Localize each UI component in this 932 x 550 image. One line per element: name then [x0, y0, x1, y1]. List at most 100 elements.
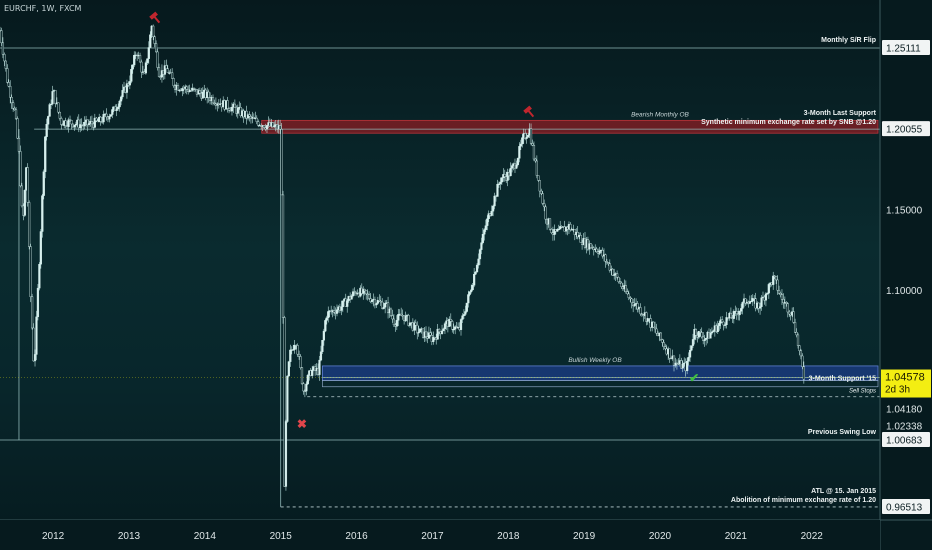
candle-body: [700, 332, 703, 338]
candle-body: [305, 383, 308, 392]
candle-body: [681, 363, 684, 369]
candle-body: [492, 205, 495, 212]
candle-body: [462, 314, 466, 316]
candle-body: [60, 118, 63, 125]
candle-body: [13, 108, 16, 111]
candle-body: [29, 246, 32, 297]
candle-body: [448, 318, 451, 327]
candle-body: [477, 258, 480, 266]
candle-body: [718, 323, 721, 327]
candle-body: [48, 104, 51, 117]
candle-body: [306, 375, 309, 385]
candle-body: [318, 359, 321, 375]
candle-body: [45, 124, 48, 137]
candle-body: [705, 338, 708, 340]
candle-body: [686, 360, 689, 372]
candle-body: [233, 103, 236, 108]
candle-body: [370, 299, 374, 302]
candle-body: [302, 383, 305, 392]
candle-body: [87, 123, 91, 126]
candle-body: [325, 317, 328, 321]
price-label: 1.04180: [886, 405, 923, 416]
candle-body: [541, 193, 544, 204]
time-axis-panel: [0, 520, 880, 550]
candle-body: [432, 337, 435, 342]
candle-body: [363, 289, 366, 292]
candle-body: [509, 168, 512, 177]
candle-body: [751, 298, 754, 302]
x-tick-label: 2013: [118, 531, 141, 542]
candle-body: [341, 300, 344, 308]
candle-body: [750, 300, 753, 303]
top-marker-icon: [523, 105, 535, 118]
candle-body: [699, 331, 702, 333]
candle-body: [607, 262, 610, 264]
candle-body: [140, 61, 143, 73]
candle-body: [144, 62, 147, 74]
candle-body: [353, 291, 356, 293]
candle-body: [802, 366, 805, 380]
candle-body: [735, 311, 738, 314]
candle-body: [287, 361, 290, 377]
candle-body: [227, 108, 231, 111]
candle-body: [392, 318, 395, 326]
candle-body: [41, 195, 44, 232]
candle-body: [149, 34, 152, 48]
candle-body: [407, 315, 410, 326]
candle-body: [299, 356, 302, 368]
candle-body: [703, 339, 706, 341]
candle-body: [481, 234, 484, 243]
candle-body: [470, 289, 473, 292]
candle-body: [525, 137, 528, 139]
candle-body: [86, 119, 89, 126]
candle-body: [7, 82, 10, 87]
candle-body: [119, 96, 123, 102]
candle-body: [163, 65, 166, 75]
candle-body: [16, 118, 19, 139]
candle-body: [176, 85, 180, 91]
candle-body: [115, 108, 118, 111]
zone-bearish: [261, 119, 879, 134]
candle-body: [39, 231, 42, 265]
candle-body: [138, 54, 142, 63]
candle-body: [12, 102, 15, 109]
candle-body: [74, 123, 77, 126]
candle-body: [3, 54, 6, 62]
candle-body: [226, 100, 229, 109]
top-marker-icon: [149, 11, 161, 24]
candle-body: [293, 345, 296, 350]
candle-body: [35, 316, 38, 355]
candle-body: [741, 302, 744, 309]
candle-body: [716, 325, 719, 332]
price-label-box: [882, 498, 930, 514]
candle-body: [776, 279, 779, 291]
candle-body: [467, 294, 470, 304]
candle-body: [171, 72, 174, 79]
candle-body: [279, 125, 282, 130]
level-label: Abolition of minimum exchange rate of 1.…: [731, 497, 876, 504]
price-label-box: [882, 39, 930, 55]
candle-body: [70, 120, 73, 125]
candle-body: [319, 351, 323, 361]
candle-body: [296, 345, 299, 355]
candle-body: [604, 254, 607, 262]
candle-body: [373, 299, 377, 306]
candle-body: [105, 113, 108, 118]
candle-body: [553, 229, 556, 235]
price-label: 1.02338: [886, 422, 923, 433]
candle-body: [213, 102, 216, 104]
candles-layer: [0, 24, 805, 491]
candle-body: [620, 282, 623, 287]
zone-bullish: [322, 365, 879, 381]
candle-body: [108, 116, 111, 120]
candle-body: [172, 78, 175, 86]
candle-body: [449, 318, 452, 322]
candle-body: [636, 303, 639, 310]
candle-body: [630, 298, 633, 303]
candle-body: [697, 331, 700, 338]
candle-body: [0, 30, 3, 44]
candle-body: [688, 350, 692, 358]
candle-body: [111, 109, 114, 115]
candle-body: [497, 183, 501, 185]
